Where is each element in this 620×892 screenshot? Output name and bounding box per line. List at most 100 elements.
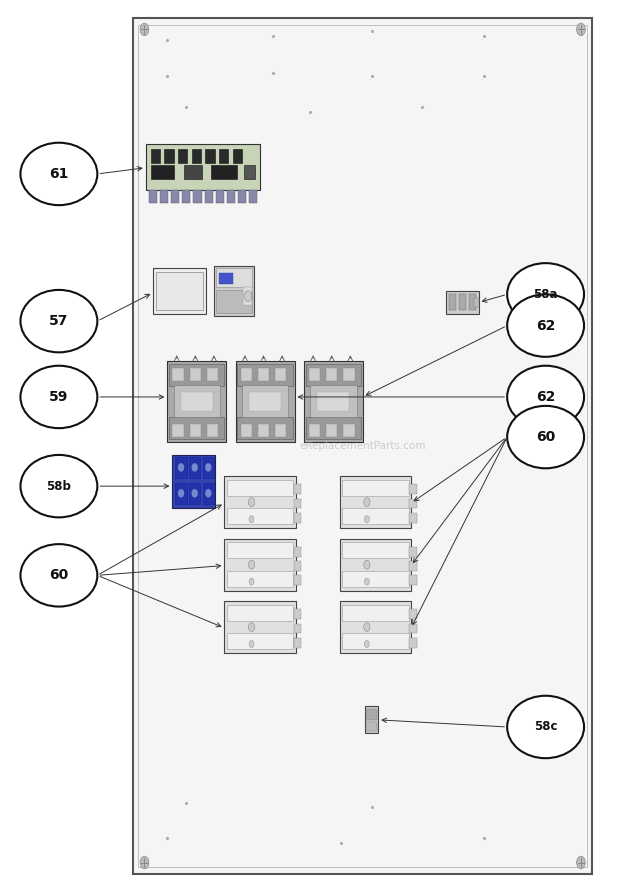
Text: 62: 62: [536, 318, 556, 333]
Bar: [232, 149, 242, 163]
Bar: [241, 368, 252, 381]
Bar: [342, 480, 409, 496]
Bar: [258, 424, 269, 437]
Ellipse shape: [20, 455, 97, 517]
Circle shape: [249, 516, 254, 523]
Bar: [294, 575, 301, 585]
Circle shape: [179, 464, 184, 471]
Bar: [189, 483, 200, 504]
Text: 62: 62: [536, 390, 556, 404]
Bar: [249, 190, 257, 203]
Bar: [172, 424, 184, 437]
Bar: [258, 368, 269, 381]
Bar: [309, 424, 320, 437]
Bar: [182, 190, 190, 203]
Bar: [326, 368, 337, 381]
Bar: [340, 539, 411, 591]
Circle shape: [192, 464, 197, 471]
Text: eReplacementParts.com: eReplacementParts.com: [299, 441, 426, 451]
Circle shape: [206, 464, 211, 471]
Bar: [205, 190, 213, 203]
Bar: [227, 571, 293, 587]
Bar: [342, 605, 409, 621]
Circle shape: [364, 498, 370, 507]
Circle shape: [206, 490, 211, 497]
Bar: [216, 290, 252, 313]
Bar: [203, 457, 214, 478]
Bar: [306, 417, 361, 439]
Bar: [146, 144, 260, 190]
Text: 58b: 58b: [46, 480, 71, 492]
Ellipse shape: [20, 143, 97, 205]
Circle shape: [364, 560, 370, 569]
Text: 57: 57: [49, 314, 69, 328]
Bar: [342, 542, 409, 558]
Bar: [342, 571, 409, 587]
Bar: [171, 190, 179, 203]
Bar: [449, 294, 456, 310]
Circle shape: [249, 498, 255, 507]
Bar: [189, 457, 200, 478]
Bar: [211, 165, 237, 179]
Ellipse shape: [507, 263, 584, 326]
Text: 58c: 58c: [534, 721, 557, 733]
Bar: [227, 190, 235, 203]
Bar: [169, 364, 224, 386]
Bar: [174, 385, 220, 417]
Bar: [304, 361, 363, 442]
Text: 61: 61: [49, 167, 69, 181]
Bar: [317, 392, 349, 411]
Bar: [216, 190, 224, 203]
Bar: [409, 547, 417, 557]
Bar: [203, 483, 214, 504]
Bar: [342, 508, 409, 524]
Bar: [366, 722, 377, 731]
Circle shape: [365, 516, 370, 523]
Bar: [151, 165, 174, 179]
Bar: [190, 424, 201, 437]
Circle shape: [140, 856, 149, 869]
Bar: [365, 706, 378, 733]
Bar: [192, 149, 201, 163]
Circle shape: [365, 578, 370, 585]
Bar: [409, 484, 417, 494]
Ellipse shape: [507, 366, 584, 428]
Circle shape: [577, 23, 585, 36]
Bar: [237, 364, 293, 386]
Bar: [214, 266, 254, 316]
Bar: [138, 25, 587, 867]
Bar: [227, 542, 293, 558]
Bar: [409, 609, 417, 619]
Bar: [207, 368, 218, 381]
Bar: [227, 480, 293, 496]
Bar: [219, 149, 228, 163]
Bar: [216, 268, 252, 287]
Bar: [149, 190, 157, 203]
Circle shape: [249, 640, 254, 648]
Bar: [160, 190, 168, 203]
Text: 58a: 58a: [533, 288, 558, 301]
Text: 59: 59: [49, 390, 69, 404]
Bar: [326, 424, 337, 437]
Ellipse shape: [20, 290, 97, 352]
Bar: [227, 605, 293, 621]
Text: 60: 60: [49, 568, 69, 582]
Bar: [153, 268, 206, 314]
Bar: [294, 484, 301, 494]
Bar: [184, 165, 202, 179]
Bar: [242, 385, 288, 417]
Bar: [409, 513, 417, 523]
Bar: [227, 633, 293, 649]
Bar: [178, 149, 187, 163]
Bar: [275, 368, 286, 381]
Circle shape: [364, 623, 370, 632]
Bar: [294, 609, 301, 619]
Bar: [459, 294, 466, 310]
Bar: [205, 149, 215, 163]
Ellipse shape: [20, 544, 97, 607]
Bar: [172, 455, 215, 508]
Circle shape: [249, 578, 254, 585]
Bar: [343, 368, 355, 381]
Bar: [190, 368, 201, 381]
Ellipse shape: [507, 406, 584, 468]
